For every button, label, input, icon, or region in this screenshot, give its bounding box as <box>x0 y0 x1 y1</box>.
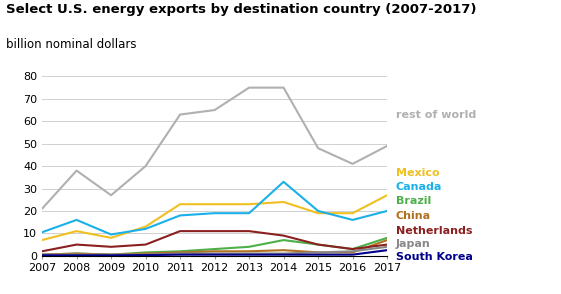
Text: rest of world: rest of world <box>396 110 476 120</box>
Text: South Korea: South Korea <box>396 252 472 262</box>
Text: billion nominal dollars: billion nominal dollars <box>6 38 136 51</box>
Text: Japan: Japan <box>396 239 430 249</box>
Text: China: China <box>396 211 431 221</box>
Text: Canada: Canada <box>396 182 442 192</box>
Text: Brazil: Brazil <box>396 196 431 206</box>
Text: Netherlands: Netherlands <box>396 226 472 236</box>
Text: Select U.S. energy exports by destination country (2007-2017): Select U.S. energy exports by destinatio… <box>6 3 476 16</box>
Text: Mexico: Mexico <box>396 168 439 178</box>
